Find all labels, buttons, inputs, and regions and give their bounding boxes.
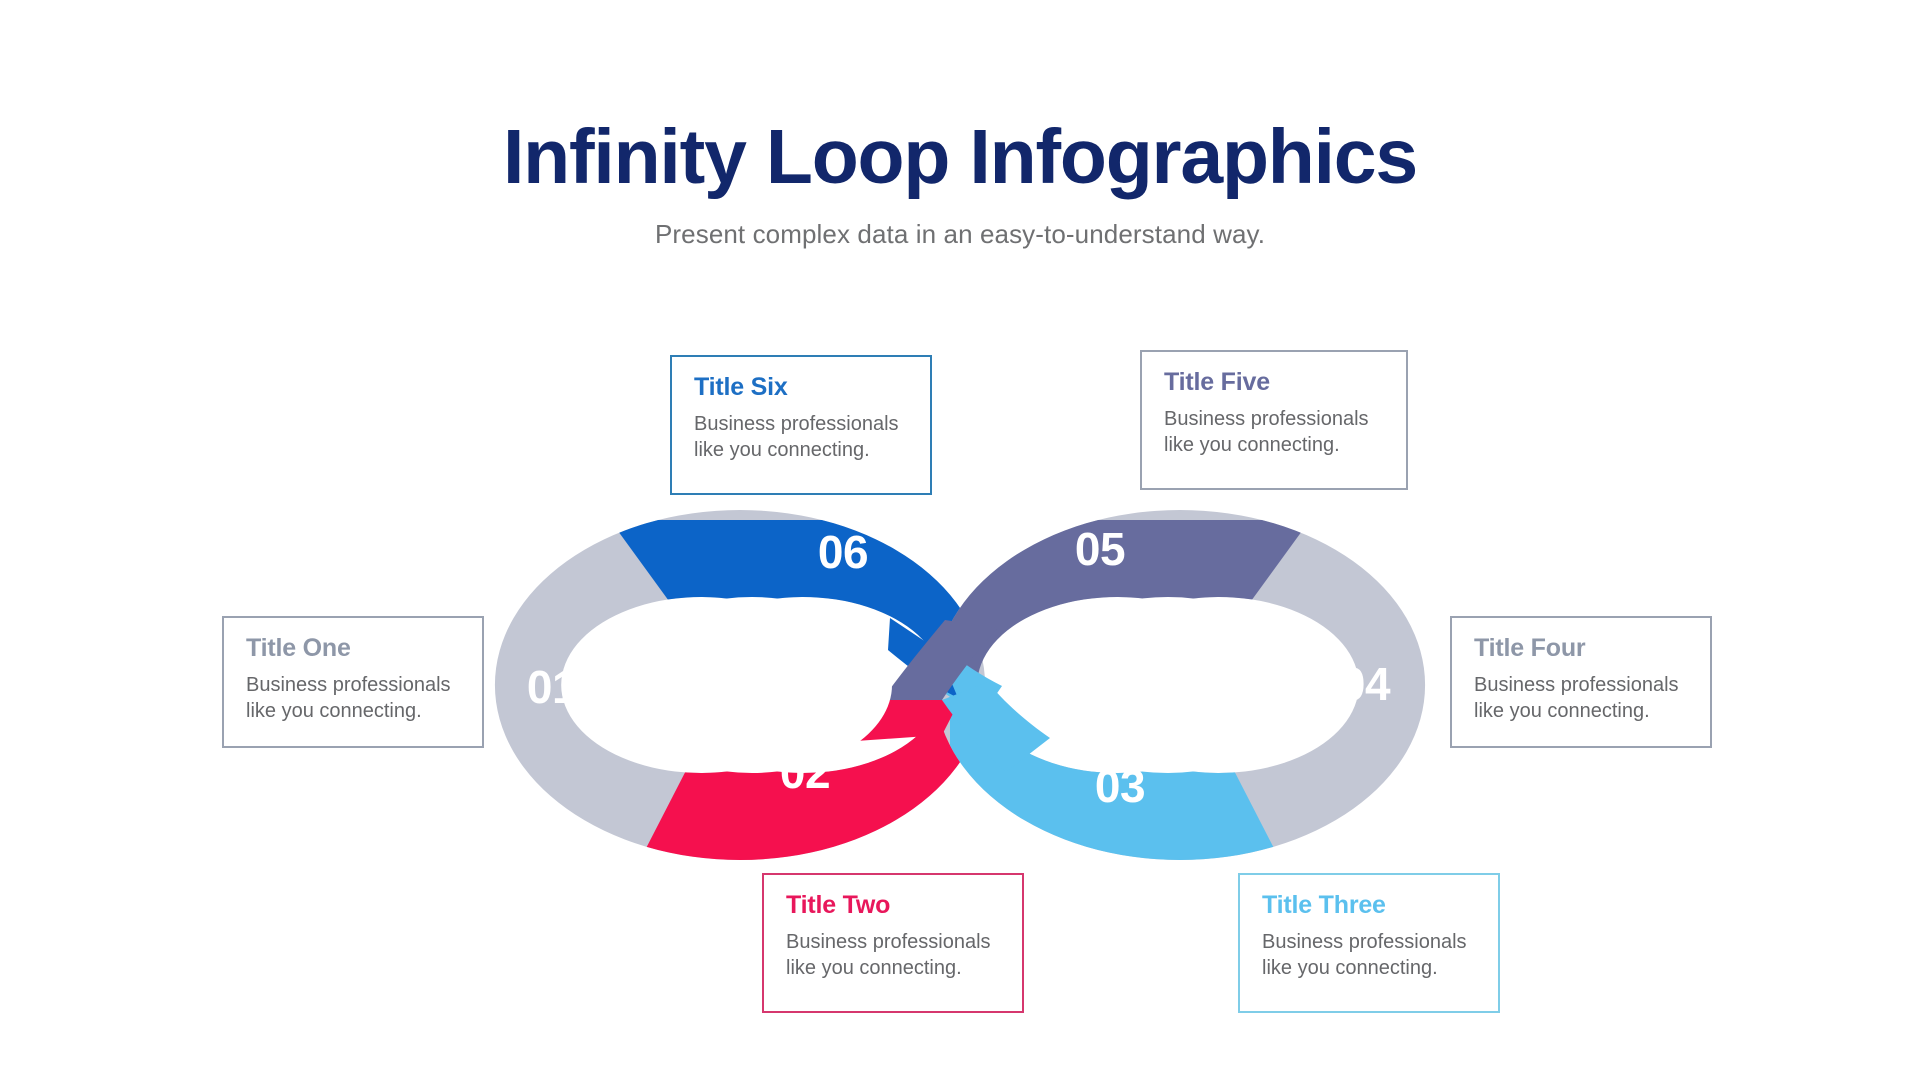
- segment-label-02: 02: [780, 746, 830, 798]
- callout-card-four[interactable]: Title Four Business professionals like y…: [1450, 616, 1712, 748]
- crossover-03-ribbon: [942, 682, 1050, 772]
- callout-title-five: Title Five: [1164, 368, 1270, 396]
- segment-label-05: 05: [1075, 523, 1125, 575]
- segment-label-03: 03: [1095, 760, 1145, 812]
- callout-body-two: Business professionals like you connecti…: [786, 931, 991, 979]
- callout-body-four: Business professionals like you connecti…: [1474, 674, 1679, 722]
- callout-body-three: Business professionals like you connecti…: [1262, 931, 1467, 979]
- left-lobe-hole: [612, 597, 892, 773]
- page-title: Infinity Loop Infographics: [502, 114, 1418, 200]
- callout-title-four: Title Four: [1474, 634, 1586, 662]
- segment-label-04: 04: [1340, 658, 1391, 710]
- infinity-loop-svg: 01 02 03 04 05 06: [494, 509, 1426, 861]
- callout-title-six: Title Six: [694, 373, 788, 401]
- right-lobe-hole: [1028, 597, 1308, 773]
- callout-card-five[interactable]: Title Five Business professionals like y…: [1140, 350, 1408, 490]
- callout-title-two: Title Two: [786, 891, 891, 919]
- segment-label-06: 06: [818, 526, 868, 578]
- crossover-05-ribbon: [882, 620, 998, 700]
- header-block: Infinity Loop Infographics Present compl…: [0, 118, 1920, 250]
- callout-card-one[interactable]: Title One Business professionals like yo…: [222, 616, 484, 748]
- callout-body-six: Business professionals like you connecti…: [694, 413, 899, 461]
- callout-title-three: Title Three: [1262, 891, 1386, 919]
- infinity-loop-diagram: 01 02 03 04 05 06: [490, 500, 1430, 870]
- callout-body-five: Business professionals like you connecti…: [1164, 408, 1369, 456]
- callout-card-two[interactable]: Title Two Business professionals like yo…: [762, 873, 1024, 1013]
- callout-body-one: Business professionals like you connecti…: [246, 674, 451, 722]
- segment-label-01: 01: [527, 661, 577, 713]
- callout-title-one: Title One: [246, 634, 351, 662]
- page-subtitle: Present complex data in an easy-to-under…: [654, 218, 1266, 249]
- callout-card-six[interactable]: Title Six Business professionals like yo…: [670, 355, 932, 495]
- callout-card-three[interactable]: Title Three Business professionals like …: [1238, 873, 1500, 1013]
